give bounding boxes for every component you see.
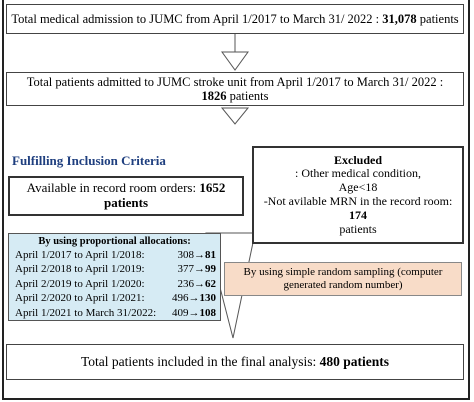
allocation-from: 308 (177, 248, 195, 261)
available-records-count: 1652 patients (103, 180, 226, 210)
down-arrow-1 (221, 51, 249, 71)
total-admission-text: Total medical admission to JUMC from Apr… (11, 11, 383, 26)
random-sampling-text: By using simple random sampling (compute… (243, 266, 443, 291)
allocation-period: April 2/2020 to April 1/2021: (15, 292, 145, 305)
final-analysis-count: 480 patients (319, 354, 389, 370)
allocation-arrow-icon: → (188, 292, 200, 305)
allocation-to: 99 (205, 263, 216, 276)
allocation-period: April 2/2018 to April 1/2019: (15, 263, 145, 276)
allocation-numbers: 308→81 (158, 248, 217, 262)
allocation-to: 62 (205, 277, 216, 290)
allocation-row: April 2/2019 to April 1/2020: 236→62 (9, 277, 220, 292)
available-records-text: Available in record room orders: (26, 180, 200, 196)
allocation-arrow-icon: → (188, 306, 200, 319)
allocation-numbers: 409→108 (158, 307, 216, 320)
excluded-unit: patients (339, 221, 377, 236)
allocation-row: April 2/2020 to April 1/2021: 496→130 (9, 292, 220, 307)
allocation-to: 130 (199, 292, 217, 305)
inclusion-criteria-title: Fulfilling Inclusion Criteria (12, 153, 166, 168)
stroke-unit-count: 1826 (201, 89, 227, 103)
proportional-allocation-title: By using proportional allocations: (38, 236, 191, 247)
allocation-row: April 1/2021 to March 31/2022: 409→108 (9, 306, 220, 321)
excluded-line2: Age<18 (338, 180, 378, 195)
allocation-period: April 1/2017 to April 1/2018: (15, 248, 145, 261)
excluded-line3: -Not avilable MRN in the record room: (263, 194, 453, 208)
allocation-row: April 1/2017 to April 1/2018: 308→81 (9, 248, 220, 263)
allocation-from: 377 (177, 263, 195, 276)
total-admission-unit: patients (416, 11, 459, 26)
allocation-from: 236 (177, 277, 195, 290)
excluded-box: Excluded: Other medical condition, Age<1… (252, 146, 464, 244)
allocation-from: 409 (172, 306, 189, 319)
total-admission-count: 31,078 (382, 11, 417, 26)
allocation-to: 81 (205, 248, 216, 261)
allocation-from: 496 (172, 292, 189, 305)
allocation-arrow-icon: → (194, 263, 205, 276)
available-records-box: Available in record room orders: 1652 pa… (8, 176, 244, 216)
final-analysis-box: Total patients included in the final ana… (6, 344, 464, 380)
final-analysis-text: Total patients included in the final ana… (80, 354, 320, 370)
proportional-allocation-box: By using proportional allocations: April… (8, 233, 221, 321)
allocation-numbers: 236→62 (158, 277, 217, 291)
allocation-to: 108 (199, 306, 217, 319)
allocation-row: April 2/2018 to April 1/2019: 377→99 (9, 263, 220, 278)
allocation-arrow-icon: → (194, 277, 205, 290)
excluded-label: Excluded (333, 152, 382, 167)
excluded-count: 174 (348, 207, 367, 222)
allocation-arrow-icon: → (194, 248, 205, 261)
excluded-line1: : Other medical condition, (295, 166, 421, 181)
stroke-unit-unit: patients (226, 89, 269, 103)
allocation-period: April 2/2019 to April 1/2020: (15, 277, 145, 290)
down-arrow-2 (220, 107, 250, 125)
allocation-period: April 1/2021 to March 31/2022: (15, 306, 157, 319)
allocation-rows: April 1/2017 to April 1/2018: 308→81 April… (9, 248, 220, 321)
stroke-unit-text: Total patients admitted to JUMC stroke u… (26, 74, 444, 89)
total-admission-box: Total medical admission to JUMC from Apr… (6, 4, 464, 34)
allocation-numbers: 377→99 (158, 263, 217, 276)
random-sampling-box: By using simple random sampling (compute… (224, 262, 462, 296)
stroke-unit-box: Total patients admitted to JUMC stroke u… (6, 72, 464, 106)
allocation-numbers: 496→130 (158, 292, 216, 305)
